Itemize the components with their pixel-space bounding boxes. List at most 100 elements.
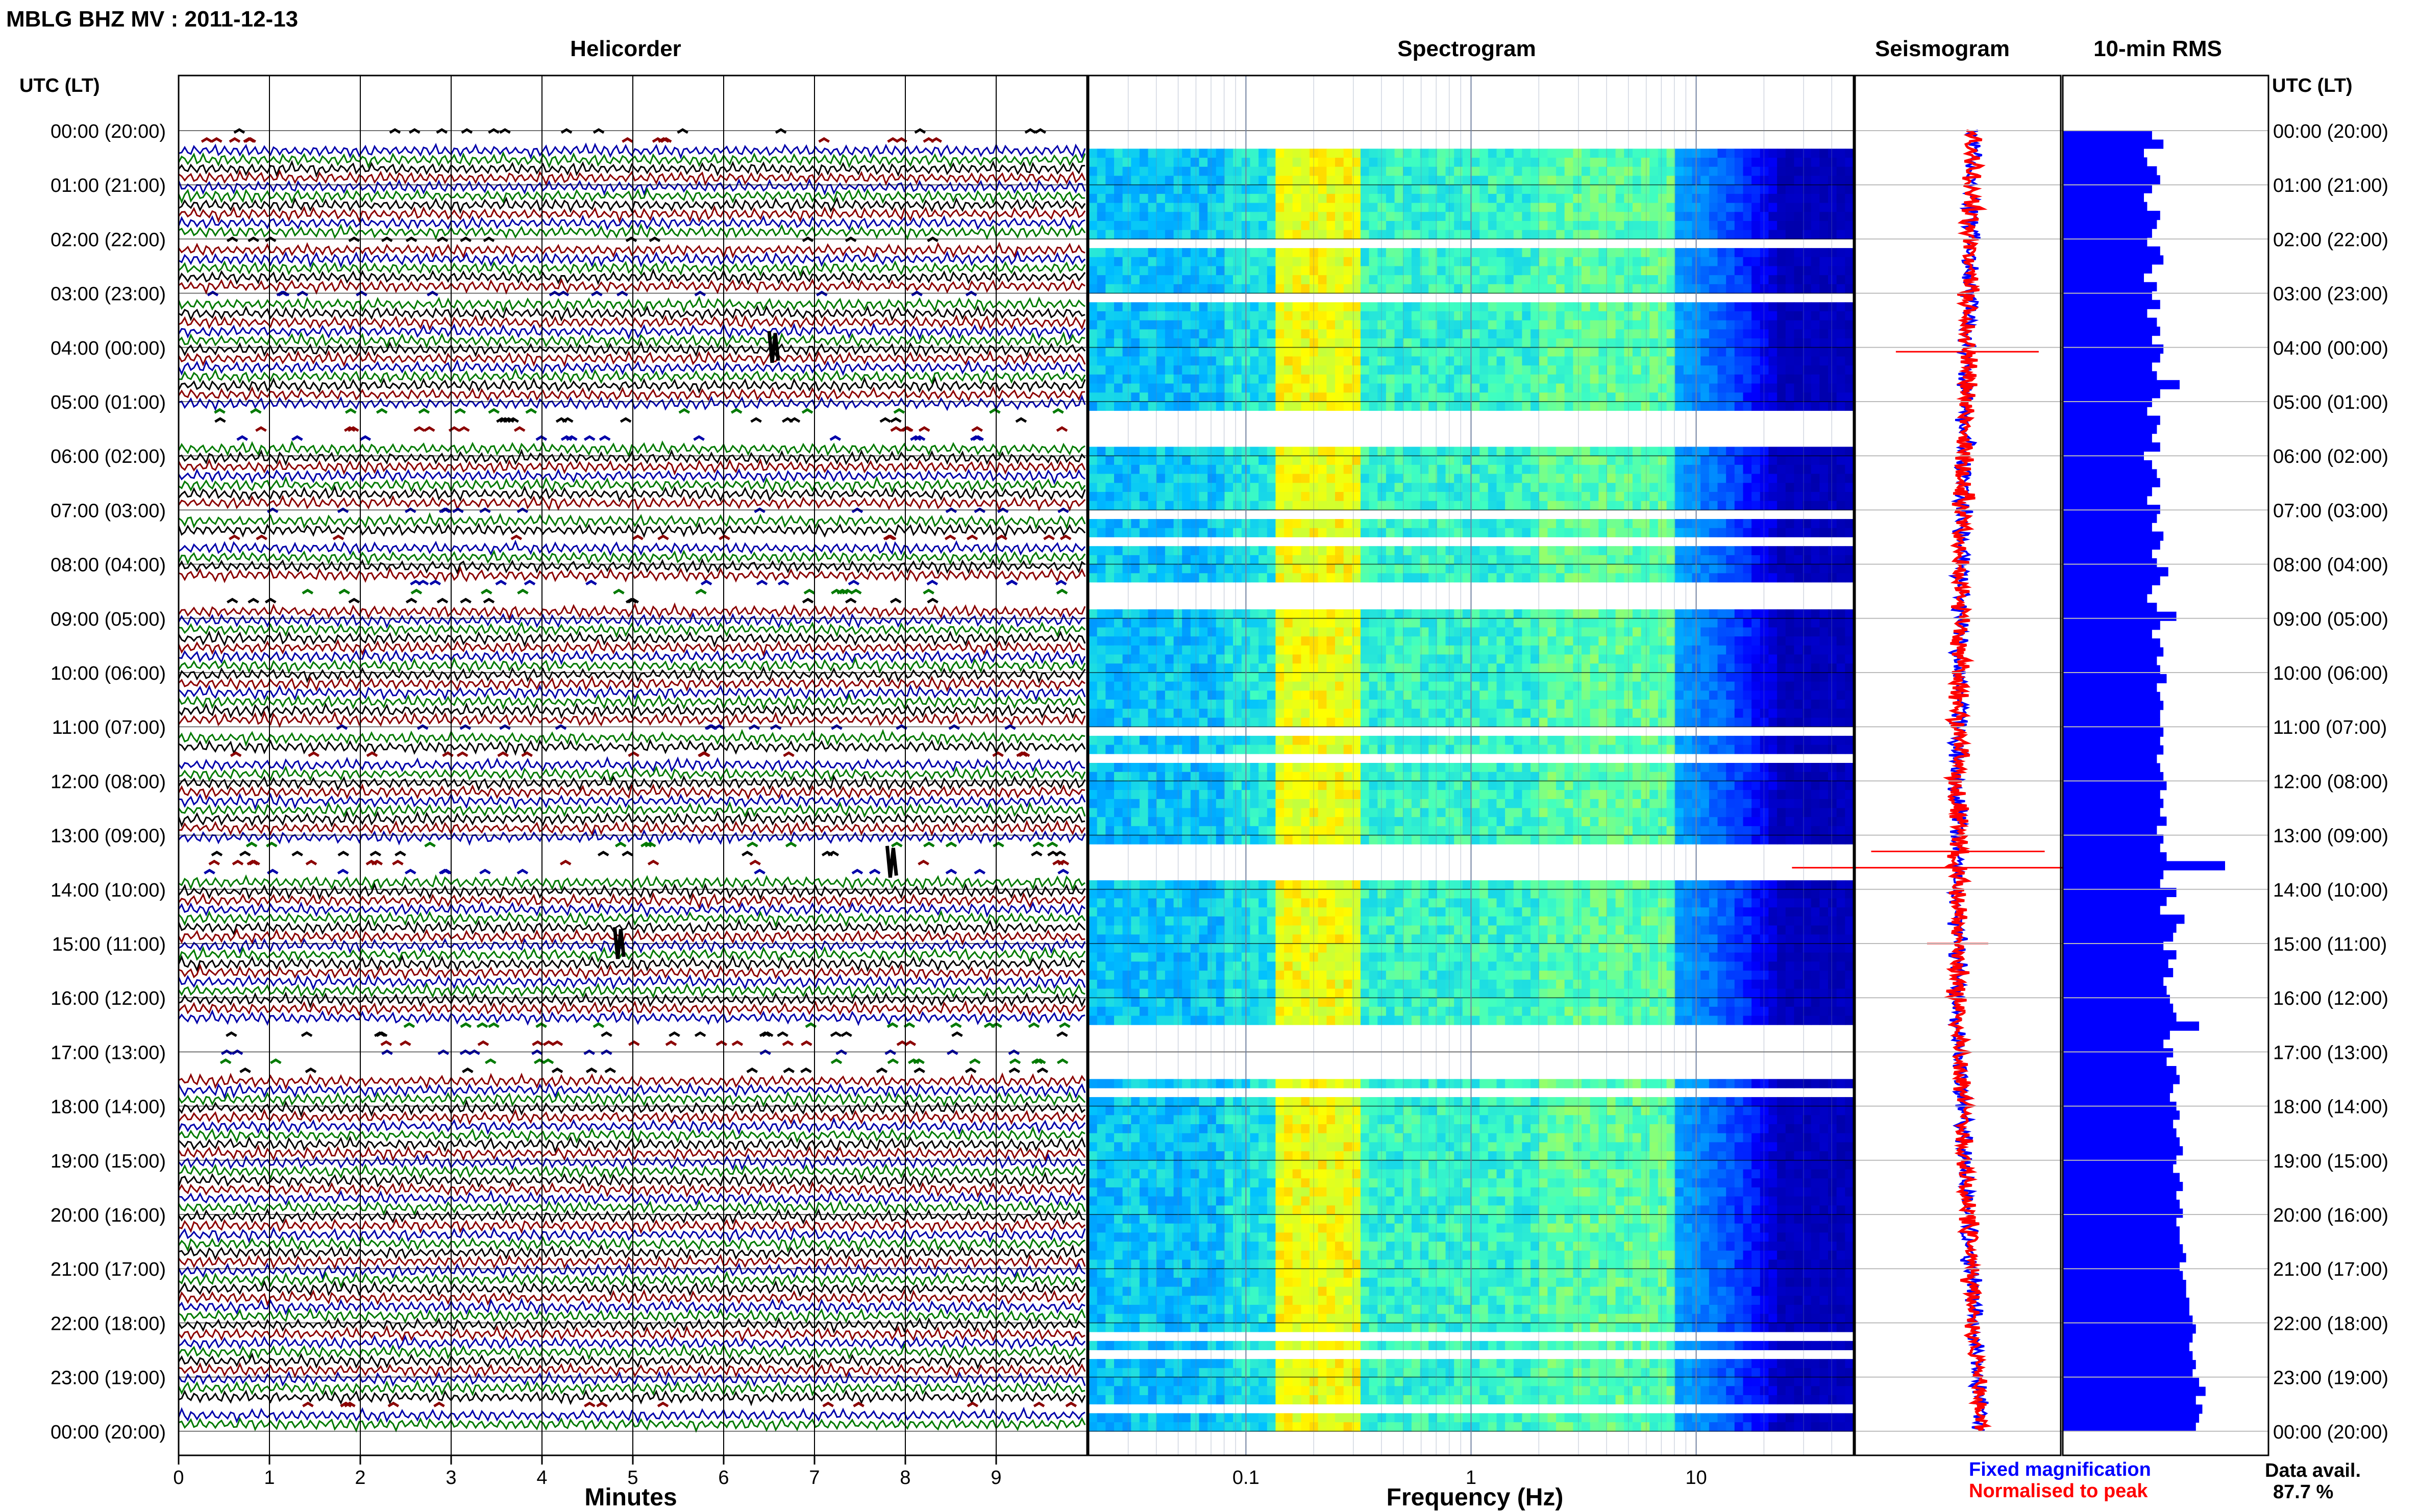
helicorder-x-tick-label: 8 bbox=[900, 1467, 910, 1489]
rms-bar bbox=[2063, 1084, 2173, 1093]
rms-bar bbox=[2063, 1298, 2189, 1307]
time-label-right: 13:00 (09:00) bbox=[2273, 826, 2388, 847]
helicorder-x-tick-label: 3 bbox=[446, 1467, 456, 1489]
rms-bar bbox=[2063, 1030, 2170, 1039]
rms-bar bbox=[2063, 621, 2160, 630]
rms-bar bbox=[2063, 1218, 2177, 1227]
rms-bar bbox=[2063, 175, 2160, 184]
time-label-left: 00:00 (20:00) bbox=[51, 121, 166, 142]
time-label-left: 06:00 (02:00) bbox=[51, 446, 166, 467]
rms-bar bbox=[2063, 870, 2163, 879]
helicorder-x-tick-label: 9 bbox=[991, 1467, 1001, 1489]
rms-bar bbox=[2063, 808, 2160, 817]
rms-bar bbox=[2063, 273, 2144, 282]
rms-bar bbox=[2063, 434, 2152, 443]
rms-bar bbox=[2063, 291, 2152, 300]
rms-bar bbox=[2063, 309, 2147, 318]
time-label-right: 05:00 (01:00) bbox=[2273, 392, 2388, 413]
rms-bar bbox=[2063, 1110, 2180, 1120]
rms-bar bbox=[2063, 674, 2167, 683]
time-label-left: 20:00 (16:00) bbox=[51, 1205, 166, 1226]
rms-bar bbox=[2063, 460, 2152, 469]
figure-title: MBLG BHZ MV : 2011-12-13 bbox=[6, 7, 298, 32]
time-label-right: 00:00 (20:00) bbox=[2273, 121, 2388, 142]
rms-bar bbox=[2063, 1057, 2167, 1067]
time-label-left: 10:00 (06:00) bbox=[51, 663, 166, 684]
rms-bar bbox=[2063, 1146, 2183, 1155]
rms-bar bbox=[2063, 1271, 2183, 1280]
rms-bar bbox=[2063, 487, 2152, 496]
rms-bar bbox=[2063, 442, 2160, 452]
time-label-right: 11:00 (07:00) bbox=[2273, 717, 2387, 738]
rms-bar bbox=[2063, 300, 2160, 309]
rms-bar bbox=[2063, 1351, 2192, 1360]
rms-bar bbox=[2063, 264, 2152, 274]
time-label-right: 19:00 (15:00) bbox=[2273, 1151, 2388, 1172]
rms-bar bbox=[2063, 1280, 2186, 1289]
helicorder-x-tick-label: 4 bbox=[536, 1467, 547, 1489]
rms-bar bbox=[2063, 1048, 2173, 1057]
rms-bar bbox=[2063, 567, 2168, 576]
rms-bar bbox=[2063, 799, 2163, 808]
rms-bar bbox=[2063, 478, 2160, 487]
rms-bar bbox=[2063, 202, 2147, 211]
rms-bar bbox=[2063, 1155, 2177, 1164]
rms-bar bbox=[2063, 532, 2163, 541]
rms-bar bbox=[2063, 763, 2160, 773]
rms-bar bbox=[2063, 1173, 2180, 1182]
time-label-right: 06:00 (02:00) bbox=[2273, 446, 2388, 467]
time-label-left: 15:00 (11:00) bbox=[52, 934, 166, 955]
time-label-left: 01:00 (21:00) bbox=[51, 175, 166, 196]
rms-bar bbox=[2063, 336, 2152, 345]
rms-bar bbox=[2063, 950, 2177, 959]
helicorder-x-tick-label: 0 bbox=[173, 1467, 184, 1489]
rms-bar bbox=[2063, 977, 2163, 986]
rms-bar bbox=[2063, 638, 2160, 648]
time-label-right: 21:00 (17:00) bbox=[2273, 1259, 2388, 1280]
rms-bar bbox=[2063, 327, 2160, 336]
rms-bar bbox=[2063, 246, 2160, 256]
time-label-right: 08:00 (04:00) bbox=[2273, 555, 2388, 576]
time-label-left: 17:00 (13:00) bbox=[51, 1042, 166, 1063]
rms-bar bbox=[2063, 924, 2177, 933]
time-label-right: 20:00 (16:00) bbox=[2273, 1205, 2388, 1226]
rms-bar bbox=[2063, 1182, 2183, 1191]
rms-bar bbox=[2063, 469, 2157, 478]
rms-bar bbox=[2063, 514, 2157, 523]
rms-bar bbox=[2063, 140, 2163, 149]
rms-bar bbox=[2063, 1289, 2186, 1298]
rms-bar bbox=[2063, 612, 2177, 621]
time-label-right: 22:00 (18:00) bbox=[2273, 1313, 2388, 1334]
rms-bar bbox=[2063, 834, 2163, 844]
time-label-left: 08:00 (04:00) bbox=[51, 555, 166, 576]
rms-bar bbox=[2063, 995, 2170, 1004]
time-label-left: 05:00 (01:00) bbox=[51, 392, 166, 413]
time-label-right: 17:00 (13:00) bbox=[2273, 1042, 2388, 1063]
rms-bar bbox=[2063, 523, 2152, 532]
rms-bar bbox=[2063, 683, 2157, 692]
rms-bar bbox=[2063, 585, 2152, 594]
time-label-left: 12:00 (08:00) bbox=[51, 771, 166, 792]
rms-bar bbox=[2063, 496, 2147, 505]
time-label-left: 04:00 (00:00) bbox=[51, 338, 166, 359]
time-label-left: 21:00 (17:00) bbox=[51, 1259, 166, 1280]
rms-bar bbox=[2063, 131, 2152, 140]
rms-bar bbox=[2063, 1244, 2183, 1253]
rms-bar bbox=[2063, 211, 2160, 220]
rms-bar bbox=[2063, 353, 2160, 362]
rms-bar bbox=[2063, 879, 2160, 888]
rms-bar bbox=[2063, 282, 2157, 291]
rms-bar bbox=[2063, 229, 2152, 238]
rms-bar bbox=[2063, 781, 2167, 790]
rms-bar bbox=[2063, 861, 2225, 871]
rms-bar bbox=[2063, 630, 2152, 639]
time-label-left: 03:00 (23:00) bbox=[51, 284, 166, 305]
rms-bar bbox=[2063, 914, 2185, 924]
rms-bar bbox=[2063, 425, 2157, 434]
time-label-right: 02:00 (22:00) bbox=[2273, 229, 2388, 251]
rms-bar bbox=[2063, 576, 2160, 585]
rms-bar bbox=[2063, 603, 2157, 612]
helicorder-traces bbox=[179, 130, 1085, 1431]
rms-bar bbox=[2063, 941, 2163, 951]
rms-bar bbox=[2063, 1360, 2196, 1369]
